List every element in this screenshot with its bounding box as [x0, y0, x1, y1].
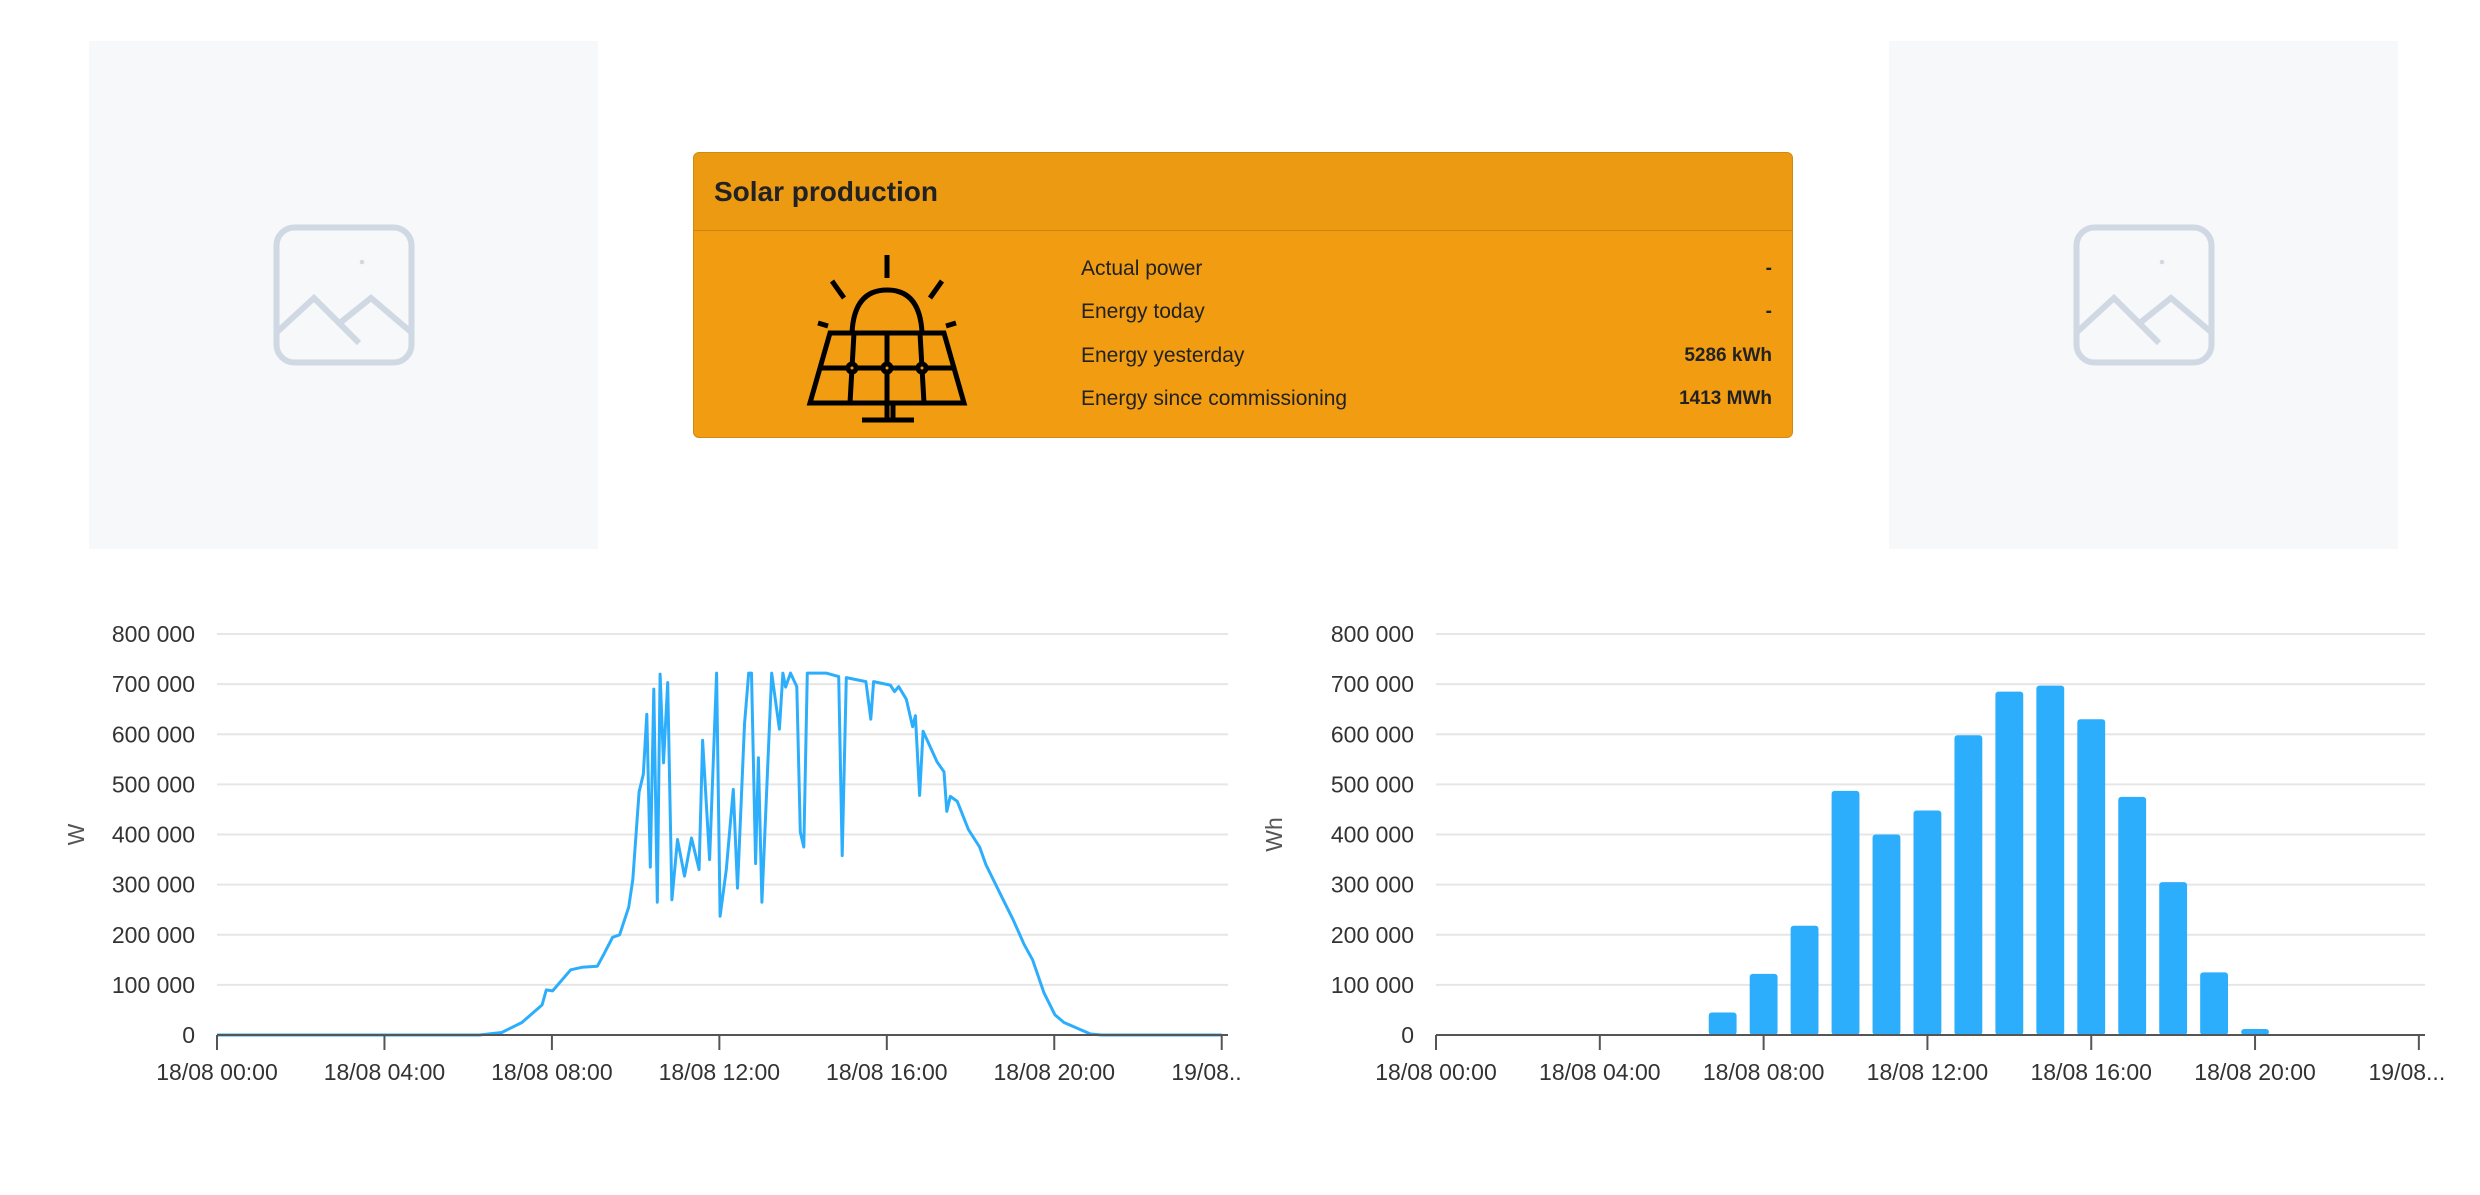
- x-tick-label: 19/08...: [1171, 1059, 1240, 1085]
- row-value: 5286 kWh: [1684, 344, 1772, 366]
- x-tick-label: 18/08 04:00: [324, 1059, 446, 1085]
- x-tick-label: 18/08 20:00: [2194, 1059, 2316, 1085]
- x-tick-label: 18/08 04:00: [1539, 1059, 1661, 1085]
- x-tick-label: 18/08 12:00: [1867, 1059, 1989, 1085]
- row-value: -: [1765, 257, 1772, 279]
- energy-bar[interactable]: [1749, 973, 1778, 1035]
- y-tick-label: 400 000: [1331, 822, 1414, 848]
- y-tick-label: 500 000: [1331, 771, 1414, 797]
- x-tick-label: 18/08 08:00: [491, 1059, 613, 1085]
- row-label: Actual power: [1081, 256, 1203, 280]
- energy-bar[interactable]: [1872, 834, 1901, 1036]
- image-placeholder-icon: [2073, 224, 2214, 366]
- row-energy-since-commissioning: Energy since commissioning 1413 MWh: [1081, 378, 1772, 422]
- energy-bar[interactable]: [1913, 810, 1942, 1035]
- image-placeholder-left: [89, 41, 598, 549]
- solar-panel-icon: [806, 255, 968, 423]
- energy-bar[interactable]: [2159, 882, 2188, 1035]
- y-tick-label: 200 000: [1331, 922, 1414, 948]
- x-tick-label: 18/08 00:00: [156, 1059, 278, 1085]
- row-label: Energy today: [1081, 300, 1205, 324]
- x-tick-label: 18/08 08:00: [1703, 1059, 1825, 1085]
- y-tick-label: 0: [1401, 1022, 1414, 1048]
- y-tick-label: 600 000: [112, 721, 195, 747]
- x-tick-label: 19/08...: [2368, 1059, 2445, 1085]
- y-tick-label: 100 000: [1331, 972, 1414, 998]
- row-label: Energy since commissioning: [1081, 387, 1348, 411]
- energy-bar[interactable]: [1708, 1012, 1737, 1035]
- energy-bar[interactable]: [1995, 691, 2024, 1035]
- y-tick-label: 300 000: [112, 872, 195, 898]
- row-energy-yesterday: Energy yesterday 5286 kWh: [1081, 334, 1772, 378]
- image-placeholder-icon: [273, 224, 414, 366]
- energy-bar[interactable]: [1954, 735, 1983, 1035]
- energy-bar[interactable]: [2036, 685, 2065, 1035]
- y-tick-label: 800 000: [112, 621, 195, 647]
- row-value: -: [1765, 301, 1772, 323]
- x-tick-label: 18/08 16:00: [2030, 1059, 2152, 1085]
- energy-bar[interactable]: [1790, 925, 1819, 1035]
- y-tick-label: 200 000: [112, 922, 195, 948]
- row-energy-today: Energy today -: [1081, 291, 1772, 335]
- y-tick-label: 700 000: [1331, 671, 1414, 697]
- energy-bar[interactable]: [2118, 796, 2147, 1035]
- energy-bar[interactable]: [2200, 972, 2229, 1035]
- row-value: 1413 MWh: [1679, 388, 1772, 410]
- energy-bar-chart: 0 100 000 200 000 300 000 400 000 500 000 600 …: [1261, 621, 2445, 1085]
- energy-bar[interactable]: [1831, 790, 1860, 1035]
- y-tick-label: 300 000: [1331, 872, 1414, 898]
- y-tick-label: 500 000: [112, 771, 195, 797]
- energy-bar[interactable]: [2077, 719, 2106, 1035]
- y-tick-label: 800 000: [1331, 621, 1414, 647]
- row-label: Energy yesterday: [1081, 343, 1245, 367]
- y-tick-label: 600 000: [1331, 721, 1414, 747]
- solar-production-card: Solar production Actual power - Energy to…: [693, 152, 1793, 438]
- y-axis-label: W: [63, 823, 89, 845]
- card-title: Solar production: [694, 153, 1792, 231]
- y-tick-label: 0: [182, 1022, 195, 1048]
- power-line-chart: 0 100 000 200 000 300 000 400 000 500 000 600 …: [63, 621, 1240, 1085]
- energy-bar[interactable]: [2241, 1028, 2269, 1035]
- y-tick-label: 700 000: [112, 671, 195, 697]
- x-tick-label: 18/08 16:00: [826, 1059, 948, 1085]
- row-actual-power: Actual power -: [1081, 247, 1772, 291]
- x-tick-label: 18/08 00:00: [1375, 1059, 1497, 1085]
- image-placeholder-right: [1889, 41, 2398, 549]
- x-tick-label: 18/08 20:00: [994, 1059, 1116, 1085]
- power-series-line: [217, 671, 1222, 1037]
- y-tick-label: 100 000: [112, 972, 195, 998]
- y-axis-label: Wh: [1261, 817, 1287, 852]
- y-tick-label: 400 000: [112, 822, 195, 848]
- x-tick-label: 18/08 12:00: [659, 1059, 781, 1085]
